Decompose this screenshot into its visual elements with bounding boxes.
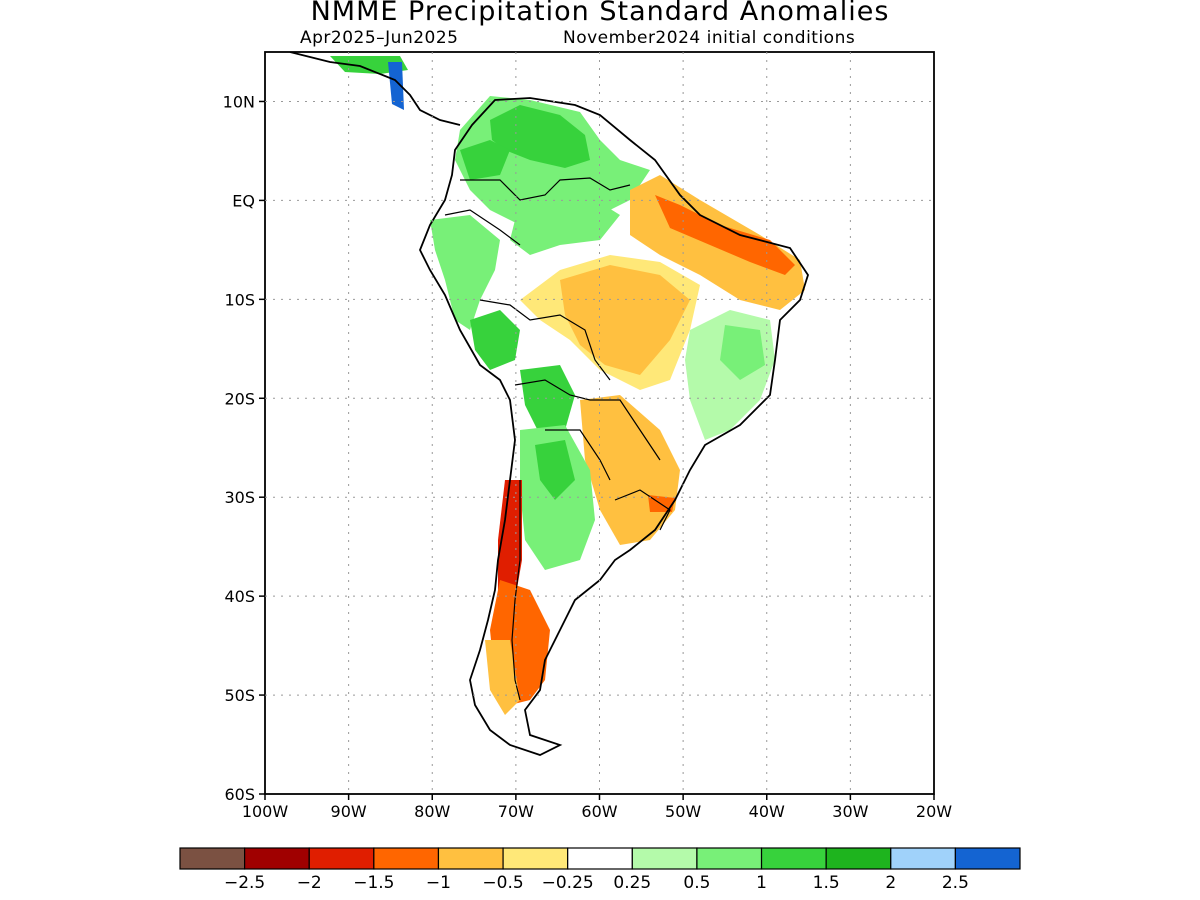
colorbar-label: −0.25 — [542, 873, 594, 893]
south-america-outline — [419, 97, 809, 756]
colorbar-swatch — [890, 847, 956, 870]
anomaly-central-america-green — [330, 56, 408, 74]
lat-tick-label: 10S — [224, 290, 255, 309]
colorbar-label: −1.5 — [353, 873, 394, 893]
anomaly-shading — [330, 56, 805, 715]
colorbar-label: 0.5 — [683, 873, 710, 893]
central-america-outline — [289, 52, 461, 126]
map-title: NMME Precipitation Standard Anomalies — [310, 0, 890, 27]
colorbar-swatch — [825, 847, 892, 870]
lat-tick-label: 40S — [224, 587, 255, 606]
colorbar-swatch — [437, 847, 504, 870]
anomaly-venezuela-green — [460, 140, 510, 180]
lon-tick-label: 30W — [832, 802, 868, 821]
anomaly-andes-green — [430, 215, 500, 330]
colorbar-swatch — [760, 847, 827, 870]
lon-tick-label: 100W — [242, 802, 289, 821]
colorbar-swatch — [373, 847, 440, 870]
lat-tick-label: 30S — [224, 488, 255, 507]
colorbar-label: 0.25 — [613, 873, 651, 893]
lon-tick-label: 20W — [916, 802, 952, 821]
anomaly-east-brazil-midgreen — [720, 325, 765, 380]
colorbar-swatch — [308, 847, 375, 870]
anomaly-ne-brazil-red — [655, 195, 795, 275]
lat-tick-label: 60S — [224, 785, 255, 804]
anomaly-south-brazil-orange — [580, 395, 680, 545]
colorbar: −2.5 −2 −1.5 −1 −0.5 −0.25 0.25 0.5 1 1.5 2 2.5 — [179, 847, 1021, 893]
colorbar-label: 1 — [756, 873, 767, 893]
colorbar-swatch — [567, 847, 633, 870]
colorbar-swatch — [954, 847, 1021, 870]
anomaly-peru-green — [470, 310, 520, 370]
colorbar-label: −2.5 — [224, 873, 265, 893]
coastline — [289, 52, 809, 756]
colorbar-swatch — [179, 847, 246, 870]
colorbar-label: −1 — [426, 873, 451, 893]
colorbar-label: −2 — [297, 873, 322, 893]
country-borders — [444, 177, 671, 701]
anomaly-amazon-green — [510, 190, 620, 255]
anomaly-north-dark-green — [490, 105, 590, 168]
lat-tick-label: 10N — [223, 92, 255, 111]
colorbar-label: 2 — [885, 873, 896, 893]
anomaly-bolivia-green — [520, 365, 575, 435]
anomaly-patagonia-yellow — [485, 640, 520, 715]
colorbar-label: −0.5 — [482, 873, 523, 893]
colorbar-swatch — [631, 847, 698, 870]
colorbar-swatch — [696, 847, 763, 870]
lat-tick-label: EQ — [232, 191, 255, 210]
lat-tick-label: 20S — [224, 389, 255, 408]
anomaly-central-brazil-orange — [560, 265, 690, 375]
lon-tick-label: 60W — [581, 802, 617, 821]
lon-tick-label: 80W — [414, 802, 450, 821]
lon-tick-label: 40W — [749, 802, 785, 821]
colorbar-label: 1.5 — [813, 873, 840, 893]
colorbar-swatch — [502, 847, 569, 870]
anomaly-central-america-blue — [388, 62, 404, 110]
colorbar-label: 2.5 — [942, 873, 969, 893]
forecast-period: Apr2025–Jun2025 — [300, 28, 459, 48]
colorbar-swatch — [244, 847, 310, 870]
lon-tick-label: 50W — [665, 802, 701, 821]
lon-tick-label: 70W — [498, 802, 534, 821]
lon-tick-label: 90W — [331, 802, 367, 821]
initial-conditions: November2024 initial conditions — [563, 28, 856, 48]
anomaly-n-argentina-darkgreen — [535, 440, 575, 500]
lat-tick-label: 50S — [224, 686, 255, 705]
